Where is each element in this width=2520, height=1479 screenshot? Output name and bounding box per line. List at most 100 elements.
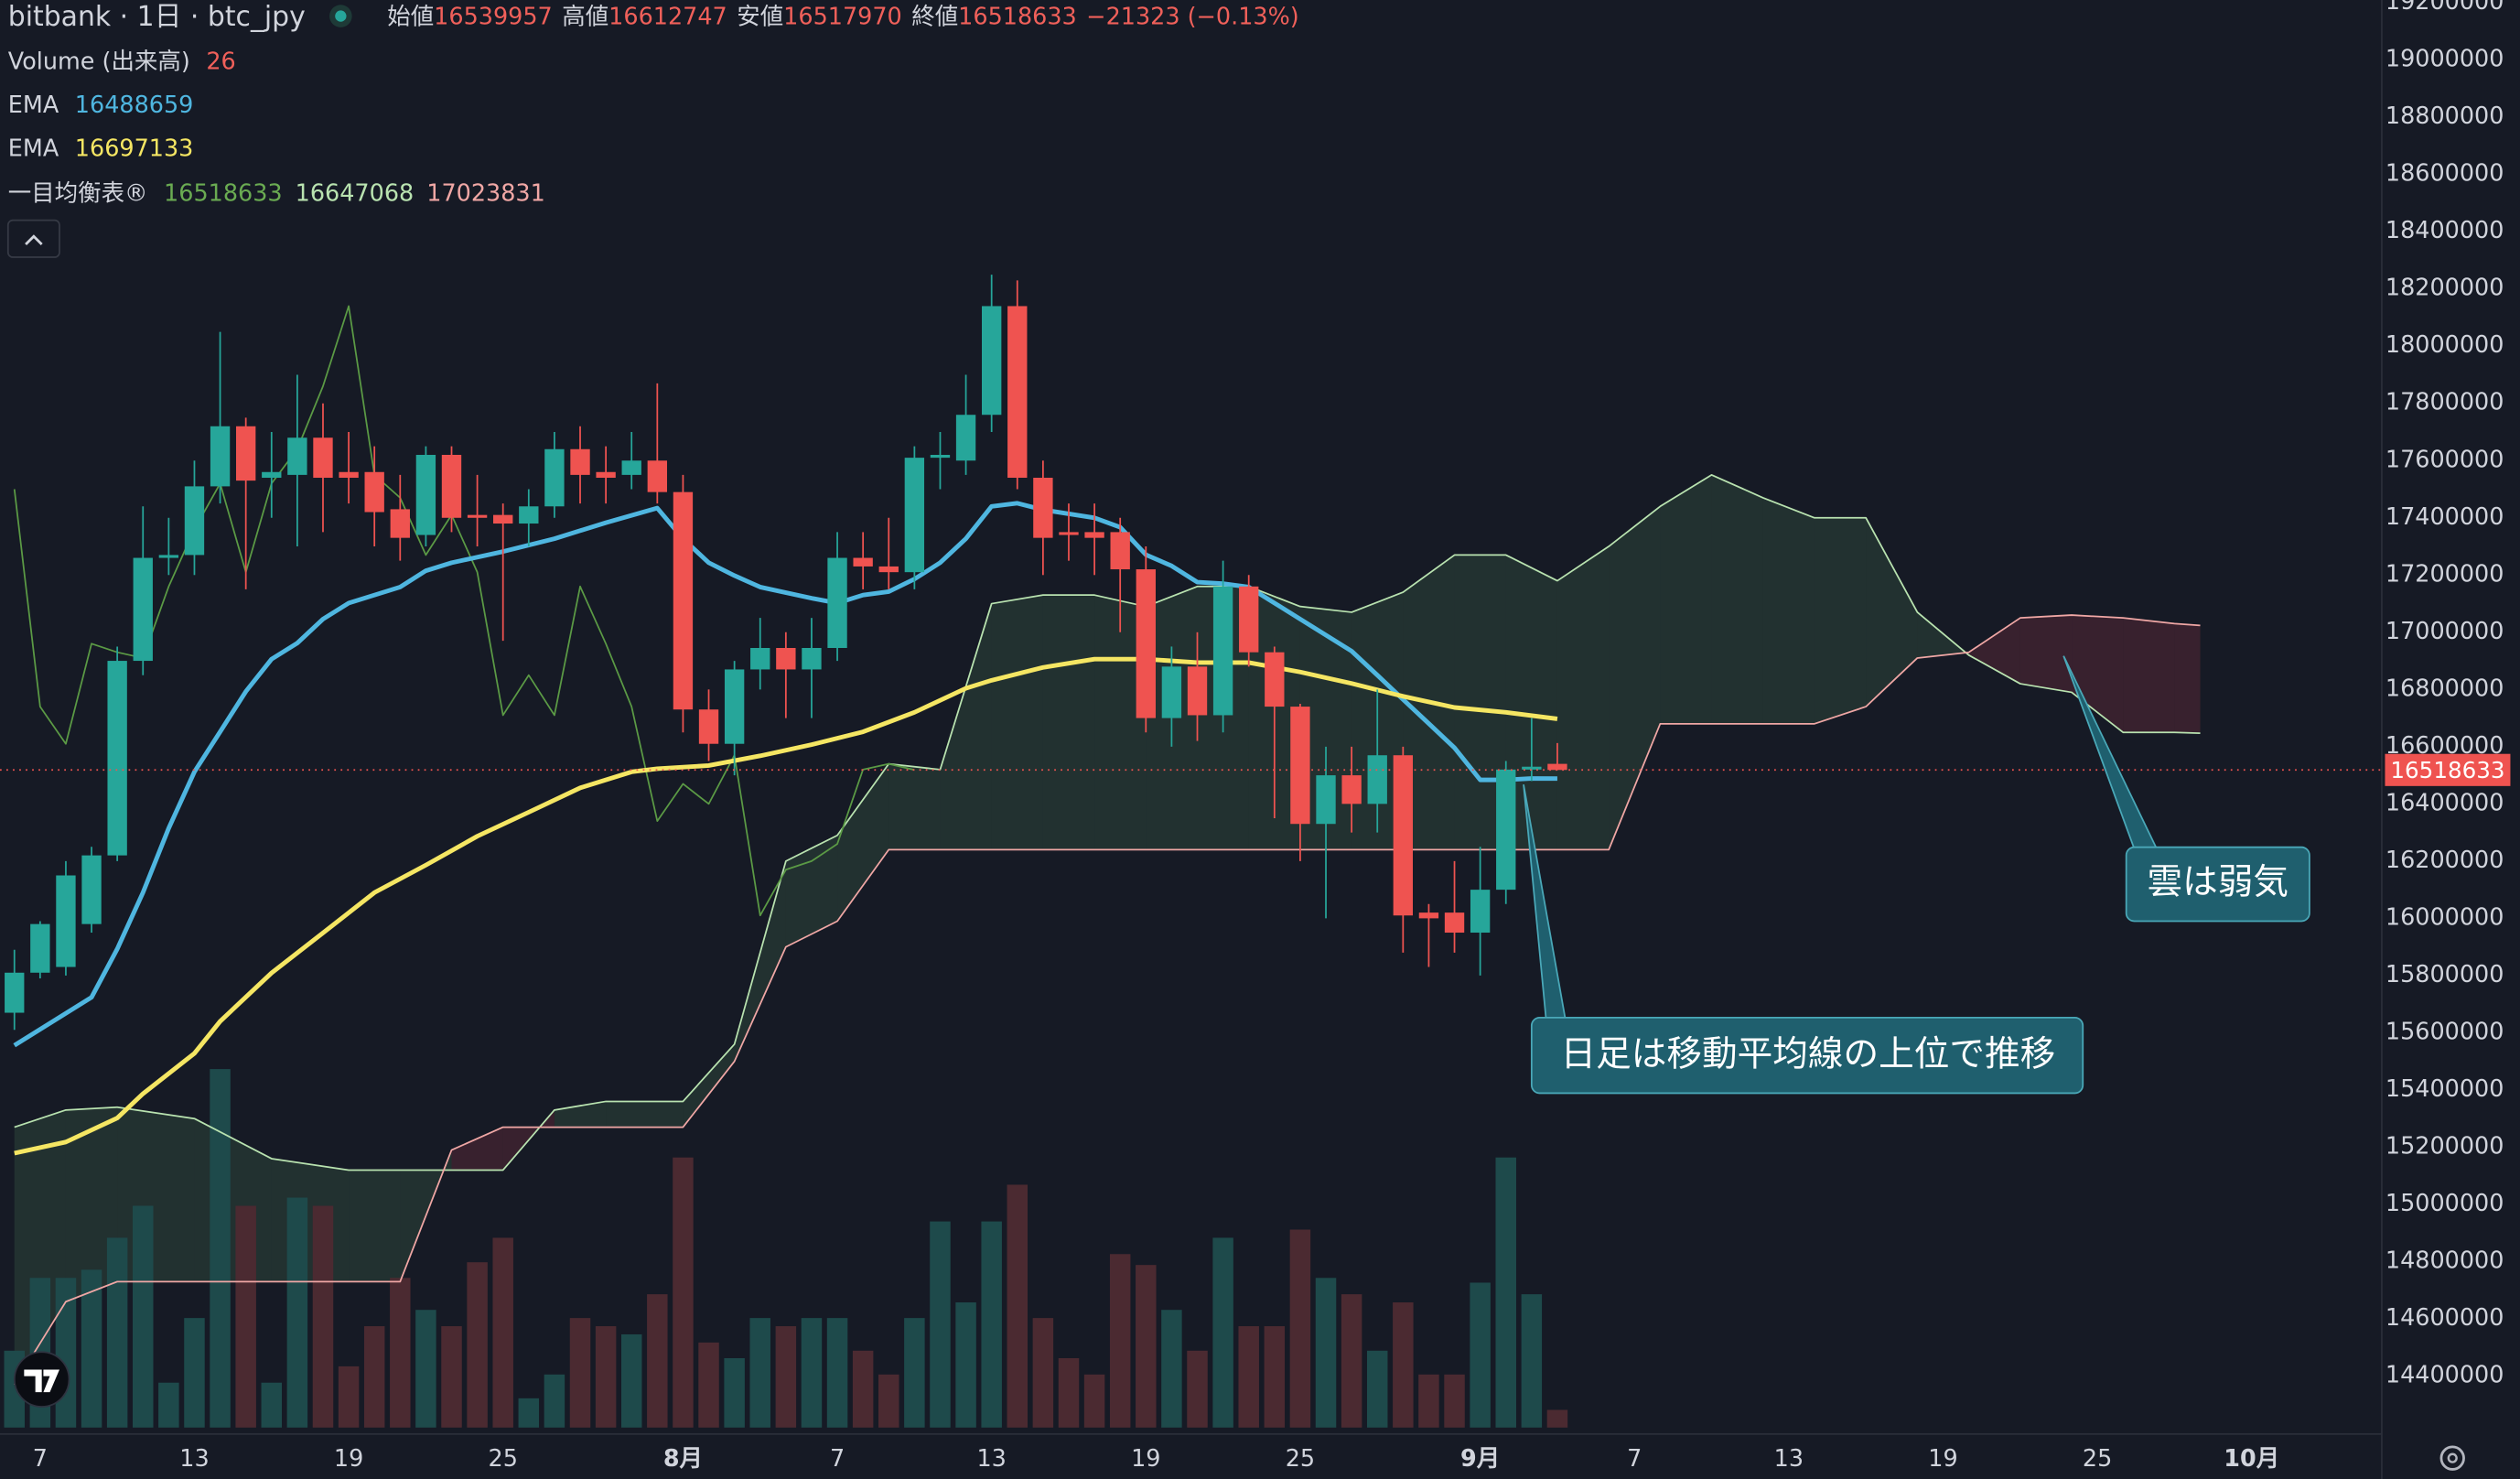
y-tick-label: 18600000 xyxy=(2385,160,2504,188)
candle-body xyxy=(724,669,745,744)
candle-body xyxy=(1007,306,1028,479)
volume-bar xyxy=(390,1278,411,1428)
candle-body xyxy=(904,458,925,573)
volume-label: Volume (出来高) xyxy=(8,49,190,76)
cloud-segment xyxy=(1814,517,1867,724)
volume-bar xyxy=(1109,1254,1131,1428)
volume-bar xyxy=(1366,1350,1388,1428)
volume-bar xyxy=(1495,1157,1516,1428)
volume-bar xyxy=(467,1262,488,1428)
candle-body xyxy=(287,437,307,475)
y-tick-label: 17800000 xyxy=(2385,389,2504,416)
logo-mark xyxy=(24,1369,59,1393)
candle-body xyxy=(1522,766,1542,770)
candle-body xyxy=(802,648,822,670)
candle-body xyxy=(1470,890,1491,934)
open-value: 16539957 xyxy=(434,3,553,30)
volume-bar xyxy=(261,1382,283,1428)
settings-icon[interactable] xyxy=(2439,1445,2465,1471)
volume-bar xyxy=(1238,1326,1259,1428)
candle-body xyxy=(544,448,565,507)
ema-label: EMA xyxy=(8,92,59,119)
volume-bar xyxy=(1007,1184,1028,1428)
y-tick-label: 19200000 xyxy=(2385,0,2504,16)
volume-bar xyxy=(363,1326,385,1428)
candle-body xyxy=(210,426,231,487)
cloud-segment xyxy=(1660,474,1712,724)
candle-body xyxy=(1084,532,1104,538)
x-tick-label: 25 xyxy=(2083,1445,2112,1473)
volume-bar xyxy=(1418,1374,1439,1428)
symbol-title: bitbank · 1日 · btc_jpy xyxy=(8,1,306,33)
candle-body xyxy=(1187,666,1208,716)
cloud-segment xyxy=(117,1107,195,1282)
x-tick-label: 13 xyxy=(179,1445,209,1473)
last-price-label: 16518633 xyxy=(2390,757,2504,783)
lagging-line xyxy=(13,305,915,917)
volume-bar xyxy=(415,1310,436,1428)
candle-body xyxy=(1418,912,1439,919)
candle-body xyxy=(1547,763,1567,771)
volume-bar xyxy=(1289,1229,1311,1428)
volume-bar xyxy=(852,1350,874,1428)
candle-body xyxy=(1265,652,1285,707)
candle-body xyxy=(184,486,205,556)
y-tick-label: 18000000 xyxy=(2385,331,2504,359)
volume-legend: Volume (出来高) 26 xyxy=(8,49,236,76)
volume-bar xyxy=(1032,1318,1054,1428)
y-tick-label: 14800000 xyxy=(2385,1247,2504,1274)
cloud-segment xyxy=(1556,546,1610,850)
volume-bar xyxy=(981,1221,1002,1428)
x-tick-label: 9月 xyxy=(1460,1445,1500,1473)
y-tick-label: 16200000 xyxy=(2385,847,2504,874)
ema-legend: EMA 16697133 xyxy=(8,135,194,162)
close-label: 終値 xyxy=(911,3,958,30)
cloud-segment xyxy=(1505,555,1557,850)
volume-bar xyxy=(620,1333,642,1428)
volume-bar xyxy=(1187,1350,1208,1428)
volume-bar xyxy=(749,1318,770,1428)
ema-value: 16697133 xyxy=(75,135,194,162)
volume-bar xyxy=(184,1318,205,1428)
volume-bar xyxy=(441,1326,462,1428)
volume-bar xyxy=(81,1269,102,1428)
candle-body xyxy=(853,557,873,567)
volume-bar xyxy=(1470,1282,1491,1428)
cloud-segment xyxy=(940,603,992,850)
close-value: 16518633 xyxy=(958,3,1077,30)
cloud-segment xyxy=(1711,474,1763,724)
ema-label: EMA xyxy=(8,135,59,162)
volume-bar xyxy=(698,1342,719,1428)
x-tick-label: 19 xyxy=(334,1445,363,1473)
candle-body xyxy=(1341,775,1362,804)
span-b-line xyxy=(13,614,2201,1386)
cloud-segment xyxy=(683,1043,735,1128)
candle-body xyxy=(1161,666,1182,718)
volume-bar xyxy=(55,1278,77,1428)
cloud-segment xyxy=(2123,618,2175,733)
collapse-icon xyxy=(25,234,43,245)
candle-body xyxy=(1033,478,1053,538)
volume-bar xyxy=(1136,1265,1157,1428)
volume-bar xyxy=(1083,1374,1105,1428)
candle-body xyxy=(750,648,770,670)
volume-bar xyxy=(955,1302,976,1428)
cloud-segment xyxy=(837,763,889,922)
settings-icon-center xyxy=(2447,1452,2458,1463)
candle-body xyxy=(81,855,102,924)
y-tick-label: 18800000 xyxy=(2385,103,2504,130)
candle-body xyxy=(1393,755,1414,916)
y-tick-label: 17000000 xyxy=(2385,618,2504,645)
x-tick-label: 7 xyxy=(33,1445,48,1473)
cloud-segment xyxy=(1762,497,1815,724)
volume-bar xyxy=(312,1205,334,1428)
candle-body xyxy=(570,448,590,475)
collapse-button[interactable] xyxy=(6,219,60,258)
y-tick-label: 16400000 xyxy=(2385,789,2504,816)
candle-body xyxy=(493,514,513,524)
volume-bar xyxy=(904,1318,925,1428)
volume-bar xyxy=(210,1069,231,1428)
candle-body xyxy=(262,471,282,479)
x-tick-label: 19 xyxy=(1131,1445,1160,1473)
volume-bar xyxy=(106,1237,128,1428)
